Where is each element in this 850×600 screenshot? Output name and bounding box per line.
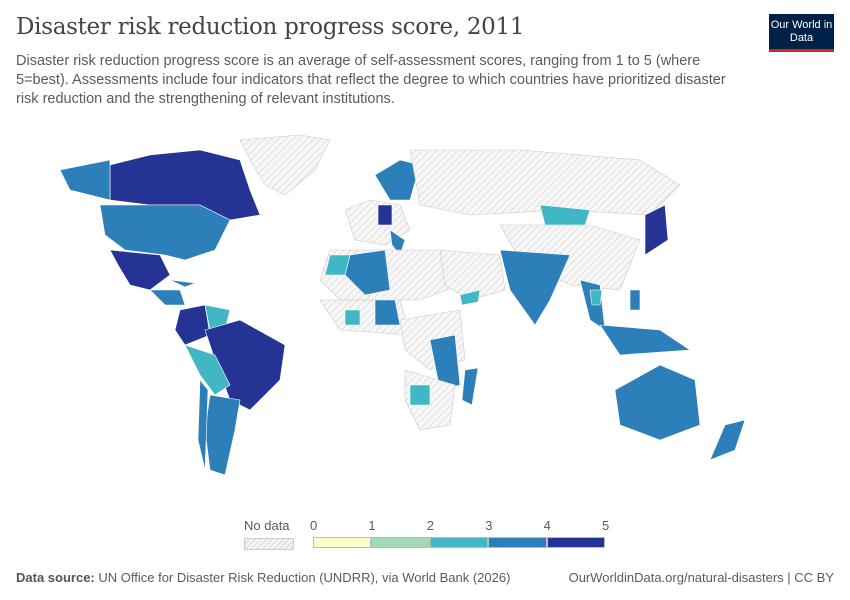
country-scandinavia[interactable]: [374, 159, 421, 201]
country-yemen[interactable]: [459, 289, 481, 306]
country-mexico[interactable]: [109, 249, 171, 291]
country-argentina[interactable]: [204, 394, 241, 476]
country-madagascar[interactable]: [461, 367, 479, 406]
country-nigeria[interactable]: [374, 299, 401, 326]
country-india[interactable]: [499, 249, 571, 326]
legend-bin: [429, 537, 489, 548]
world-map[interactable]: [0, 130, 850, 500]
country-japan[interactable]: [644, 204, 669, 256]
legend-bin: [546, 537, 605, 548]
country-alaska[interactable]: [59, 159, 111, 201]
country-indonesia[interactable]: [599, 324, 691, 356]
country-colombia-ecuador[interactable]: [174, 304, 211, 346]
legend-tick: 1: [368, 518, 376, 533]
country-morocco[interactable]: [324, 254, 351, 276]
country-middle-east[interactable]: [439, 249, 506, 301]
country-usa[interactable]: [99, 204, 231, 261]
country-new-zealand[interactable]: [709, 419, 746, 461]
owid-logo[interactable]: Our World in Data: [769, 14, 834, 52]
legend-tick: 2: [426, 518, 435, 533]
source-text: UN Office for Disaster Risk Reduction (U…: [98, 570, 511, 585]
country-thailand[interactable]: [589, 289, 603, 306]
legend-no-data-label: No data: [244, 518, 290, 533]
country-germany[interactable]: [377, 204, 393, 226]
country-chile[interactable]: [197, 379, 209, 471]
country-cuba[interactable]: [169, 279, 196, 288]
data-source: Data source: UN Office for Disaster Risk…: [16, 570, 510, 585]
country-peru-bolivia[interactable]: [184, 344, 231, 396]
legend-no-data-swatch: [244, 538, 294, 550]
chart-subtitle: Disaster risk reduction progress score i…: [16, 53, 726, 107]
chart-title: Disaster risk reduction progress score, …: [16, 14, 525, 40]
legend-tick: 3: [485, 518, 493, 533]
country-canada[interactable]: [109, 149, 261, 221]
country-ghana[interactable]: [344, 309, 361, 326]
footer-url[interactable]: OurWorldinData.org/natural-disasters | C…: [568, 570, 834, 585]
country-australia[interactable]: [614, 364, 701, 441]
country-central-america[interactable]: [149, 289, 186, 306]
legend-bin: [488, 537, 547, 548]
legend-tick: 4: [543, 518, 551, 533]
source-label: Data source:: [16, 570, 95, 585]
legend-tick: 0: [310, 518, 318, 533]
legend-bin: [313, 537, 372, 548]
country-east-africa[interactable]: [429, 334, 461, 391]
country-botswana[interactable]: [409, 384, 431, 406]
country-philippines[interactable]: [629, 289, 641, 311]
legend-tick: 5: [602, 518, 610, 533]
country-greenland[interactable]: [239, 134, 331, 196]
legend-bin: [371, 537, 430, 548]
